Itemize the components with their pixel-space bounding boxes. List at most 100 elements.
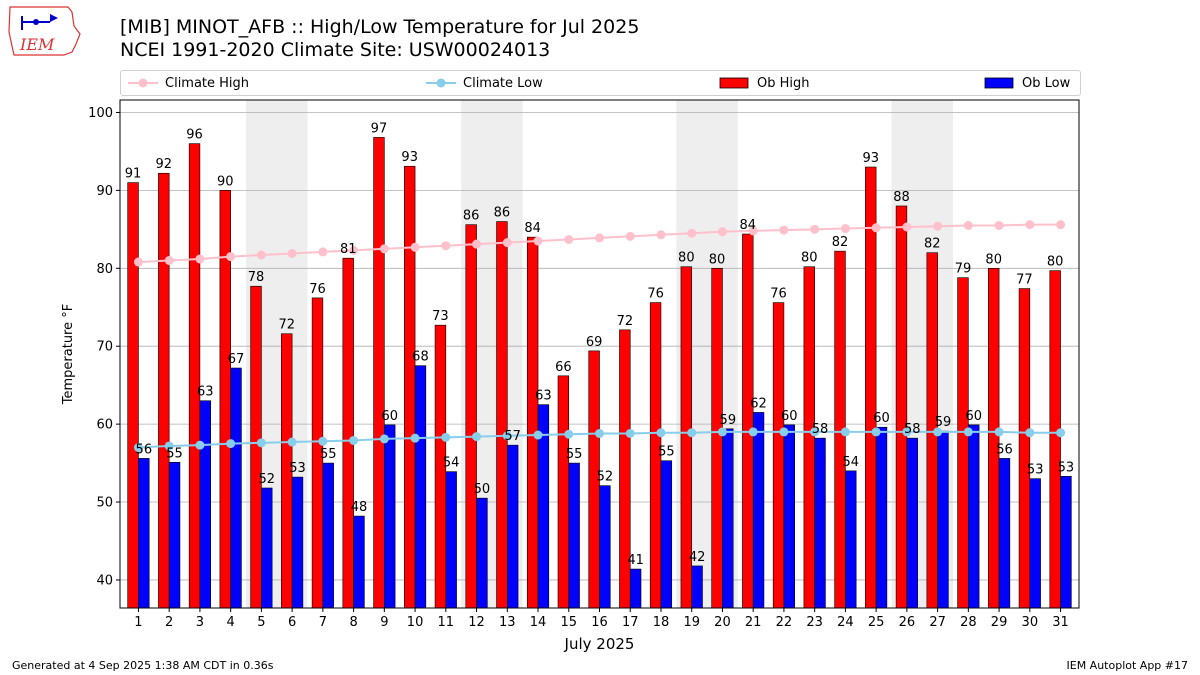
- climate-high-point: [164, 256, 174, 266]
- ob-low-bar: [968, 424, 980, 609]
- ob-high-bar: [711, 267, 723, 609]
- ob-low-label: 58: [904, 422, 921, 437]
- x-tick-label: 25: [868, 615, 885, 630]
- ob-high-label: 80: [801, 251, 818, 266]
- x-tick-label: 10: [407, 615, 424, 630]
- climate-high-point: [133, 257, 143, 267]
- ob-low-bar: [168, 462, 181, 609]
- x-tick-label: 4: [227, 615, 235, 630]
- ob-high-label: 93: [862, 151, 879, 166]
- climate-high-swatch: [128, 78, 158, 88]
- ob-low-label: 62: [750, 396, 767, 411]
- climate-low-point: [256, 438, 266, 448]
- ob-low-bar: [599, 485, 611, 609]
- climate-high-point: [779, 225, 789, 235]
- ob-low-label: 60: [381, 409, 398, 424]
- ob-high-label: 91: [125, 167, 142, 182]
- ob-low-bar: [660, 460, 673, 609]
- ob-low-label: 56: [996, 442, 1013, 457]
- ob-low-bar: [814, 437, 826, 609]
- ob-high-label: 96: [186, 128, 203, 143]
- y-tick-label: 70: [96, 340, 113, 355]
- legend: Climate High Climate Low Ob High Ob Low: [120, 70, 1081, 96]
- legend-climate-high: Climate High: [127, 71, 249, 95]
- climate-high-point: [810, 224, 820, 234]
- climate-high-point: [195, 254, 205, 264]
- climate-high-point: [256, 250, 266, 260]
- ob-low-bar: [568, 462, 580, 609]
- climate-high-point: [1025, 220, 1035, 230]
- climate-low-point: [502, 431, 512, 441]
- ob-low-label: 68: [412, 350, 429, 365]
- climate-low-point: [963, 427, 973, 437]
- y-axis: 40 50 60 70 80 90 100: [88, 106, 120, 588]
- x-tick-label: 8: [349, 615, 357, 630]
- x-tick-label: 11: [438, 615, 455, 630]
- climate-low-point: [933, 427, 943, 437]
- climate-low-point: [840, 427, 850, 437]
- ob-low-label: 59: [935, 415, 952, 430]
- ob-low-bar: [414, 365, 427, 609]
- ob-low-bar: [783, 424, 795, 609]
- x-tick-label: 1: [134, 615, 142, 630]
- ob-high-label: 82: [832, 235, 849, 250]
- ob-low-bar: [691, 565, 703, 609]
- ob-high-bar: [158, 172, 170, 609]
- ob-low-bar: [629, 568, 642, 609]
- x-tick-label: 22: [776, 615, 793, 630]
- ob-high-label: 73: [432, 309, 449, 324]
- ob-high-label: 76: [770, 287, 787, 302]
- climate-high-point: [717, 227, 727, 237]
- ob-high-label: 82: [924, 237, 941, 252]
- climate-low-point: [226, 439, 236, 449]
- x-tick-label: 28: [960, 615, 977, 630]
- x-tick-label: 24: [837, 615, 854, 630]
- x-axis: 1 2 3 4 5 6 7 8 9 10 11 12 13 14 15 16 17 18 19 20 21 22 23 24 2…: [134, 608, 1069, 630]
- legend-ob-low: Ob Low: [984, 71, 1070, 95]
- ob-low-label: 60: [873, 411, 890, 426]
- ob-high-label: 92: [156, 157, 173, 172]
- ob-low-label: 53: [1058, 460, 1075, 475]
- app-credit: IEM Autoplot App #17: [1066, 659, 1189, 672]
- climate-high-point: [564, 234, 574, 244]
- climate-low-point: [656, 428, 666, 438]
- x-tick-label: 17: [622, 615, 639, 630]
- x-tick-label: 7: [319, 615, 327, 630]
- x-tick-label: 9: [380, 615, 388, 630]
- ob-low-bar: [845, 470, 857, 609]
- x-tick-label: 19: [683, 615, 700, 630]
- ob-high-bar: [557, 375, 570, 609]
- climate-high-point: [748, 226, 758, 236]
- x-tick-label: 30: [1022, 615, 1039, 630]
- climate-low-point: [441, 432, 451, 442]
- ob-low-bar: [476, 497, 488, 609]
- climate-low-point: [318, 436, 328, 446]
- ob-high-label: 76: [309, 282, 326, 297]
- iem-logo: IEM: [6, 4, 82, 62]
- climate-low-point: [1056, 428, 1066, 438]
- ob-low-bar: [1060, 476, 1072, 609]
- climate-high-point: [625, 231, 635, 241]
- climate-high-point: [287, 248, 297, 258]
- climate-low-point: [379, 434, 389, 444]
- climate-low-point: [871, 427, 881, 437]
- climate-low-point: [287, 437, 297, 447]
- ob-low-bar: [906, 437, 918, 609]
- ob-high-bar: [1049, 270, 1061, 609]
- ob-low-label: 67: [228, 352, 245, 367]
- climate-high-point: [656, 230, 666, 240]
- climate-high-point: [502, 238, 512, 248]
- ob-low-label: 54: [843, 455, 860, 470]
- climate-high-point: [595, 233, 604, 243]
- y-tick-label: 40: [96, 573, 113, 588]
- climate-low-point: [595, 428, 604, 438]
- climate-high-point: [226, 252, 236, 262]
- ob-high-bar: [250, 285, 262, 609]
- x-tick-label: 16: [591, 615, 608, 630]
- ob-high-bar: [496, 221, 508, 609]
- x-tick-label: 6: [288, 615, 296, 630]
- ob-low-bar: [875, 426, 888, 609]
- climate-low-point: [1025, 428, 1035, 438]
- ob-high-bar: [404, 165, 416, 609]
